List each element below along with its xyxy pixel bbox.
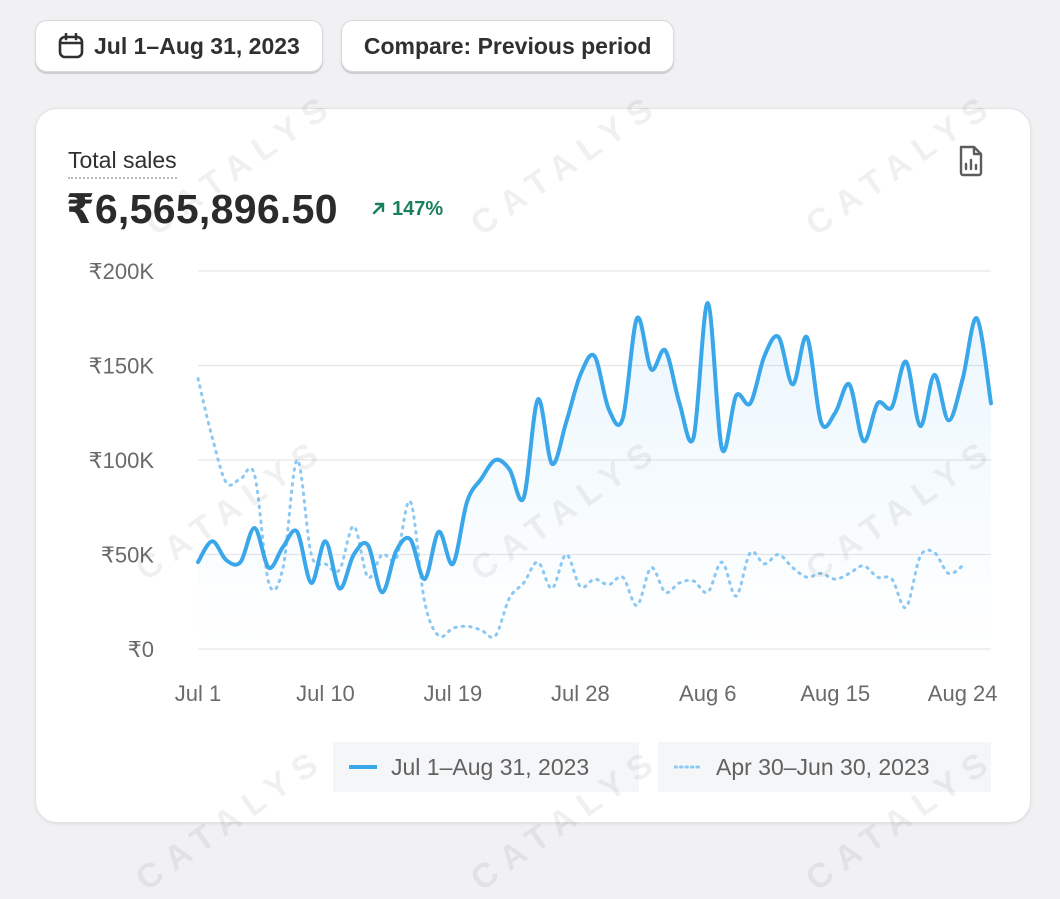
- series-area-current: [198, 303, 991, 649]
- metric-title[interactable]: Total sales: [68, 147, 177, 179]
- legend-label-current: Jul 1–Aug 31, 2023: [391, 753, 590, 780]
- arrow-up-right-icon: [372, 198, 386, 221]
- x-tick-label: Aug 6: [679, 681, 737, 706]
- dotted-line-swatch-icon: [674, 765, 702, 769]
- x-tick-label: Jul 28: [551, 681, 610, 706]
- x-tick-label: Jul 19: [424, 681, 483, 706]
- change-value: 147%: [392, 198, 444, 220]
- x-tick-label: Jul 1: [175, 681, 221, 706]
- x-tick-label: Jul 10: [296, 681, 355, 706]
- legend-item-previous[interactable]: Apr 30–Jun 30, 2023: [658, 742, 991, 792]
- legend-label-previous: Apr 30–Jun 30, 2023: [716, 753, 930, 780]
- sales-line-chart: ₹0 ₹50K ₹100K ₹150K ₹200K Jul 1 Jul 10 Jul 19 Ju…: [89, 259, 998, 706]
- date-range-button[interactable]: Jul 1–Aug 31, 2023: [35, 20, 323, 72]
- y-tick-label: ₹200K: [89, 259, 155, 284]
- change-badge: 147%: [372, 198, 443, 221]
- calendar-icon: [58, 33, 84, 59]
- y-tick-label: ₹100K: [89, 448, 155, 473]
- legend-item-current[interactable]: Jul 1–Aug 31, 2023: [333, 742, 639, 792]
- series-line-current: [196, 301, 993, 595]
- date-range-label: Jul 1–Aug 31, 2023: [94, 32, 300, 59]
- toolbar: Jul 1–Aug 31, 2023 Compare: Previous per…: [35, 20, 675, 72]
- y-tick-label: ₹150K: [89, 354, 155, 379]
- sales-card: Total sales ₹6,565,896.50 147% ₹0 ₹50K ₹10…: [35, 108, 1031, 823]
- x-tick-label: Aug 15: [800, 681, 870, 706]
- report-icon[interactable]: [957, 145, 985, 177]
- compare-label: Compare: Previous period: [363, 32, 652, 59]
- compare-button[interactable]: Compare: Previous period: [340, 20, 675, 72]
- y-tick-label: ₹0: [128, 637, 154, 662]
- metric-value: ₹6,565,896.50: [66, 186, 338, 232]
- x-tick-label: Aug 24: [928, 681, 998, 706]
- y-tick-label: ₹50K: [101, 543, 154, 568]
- solid-line-swatch-icon: [349, 765, 377, 769]
